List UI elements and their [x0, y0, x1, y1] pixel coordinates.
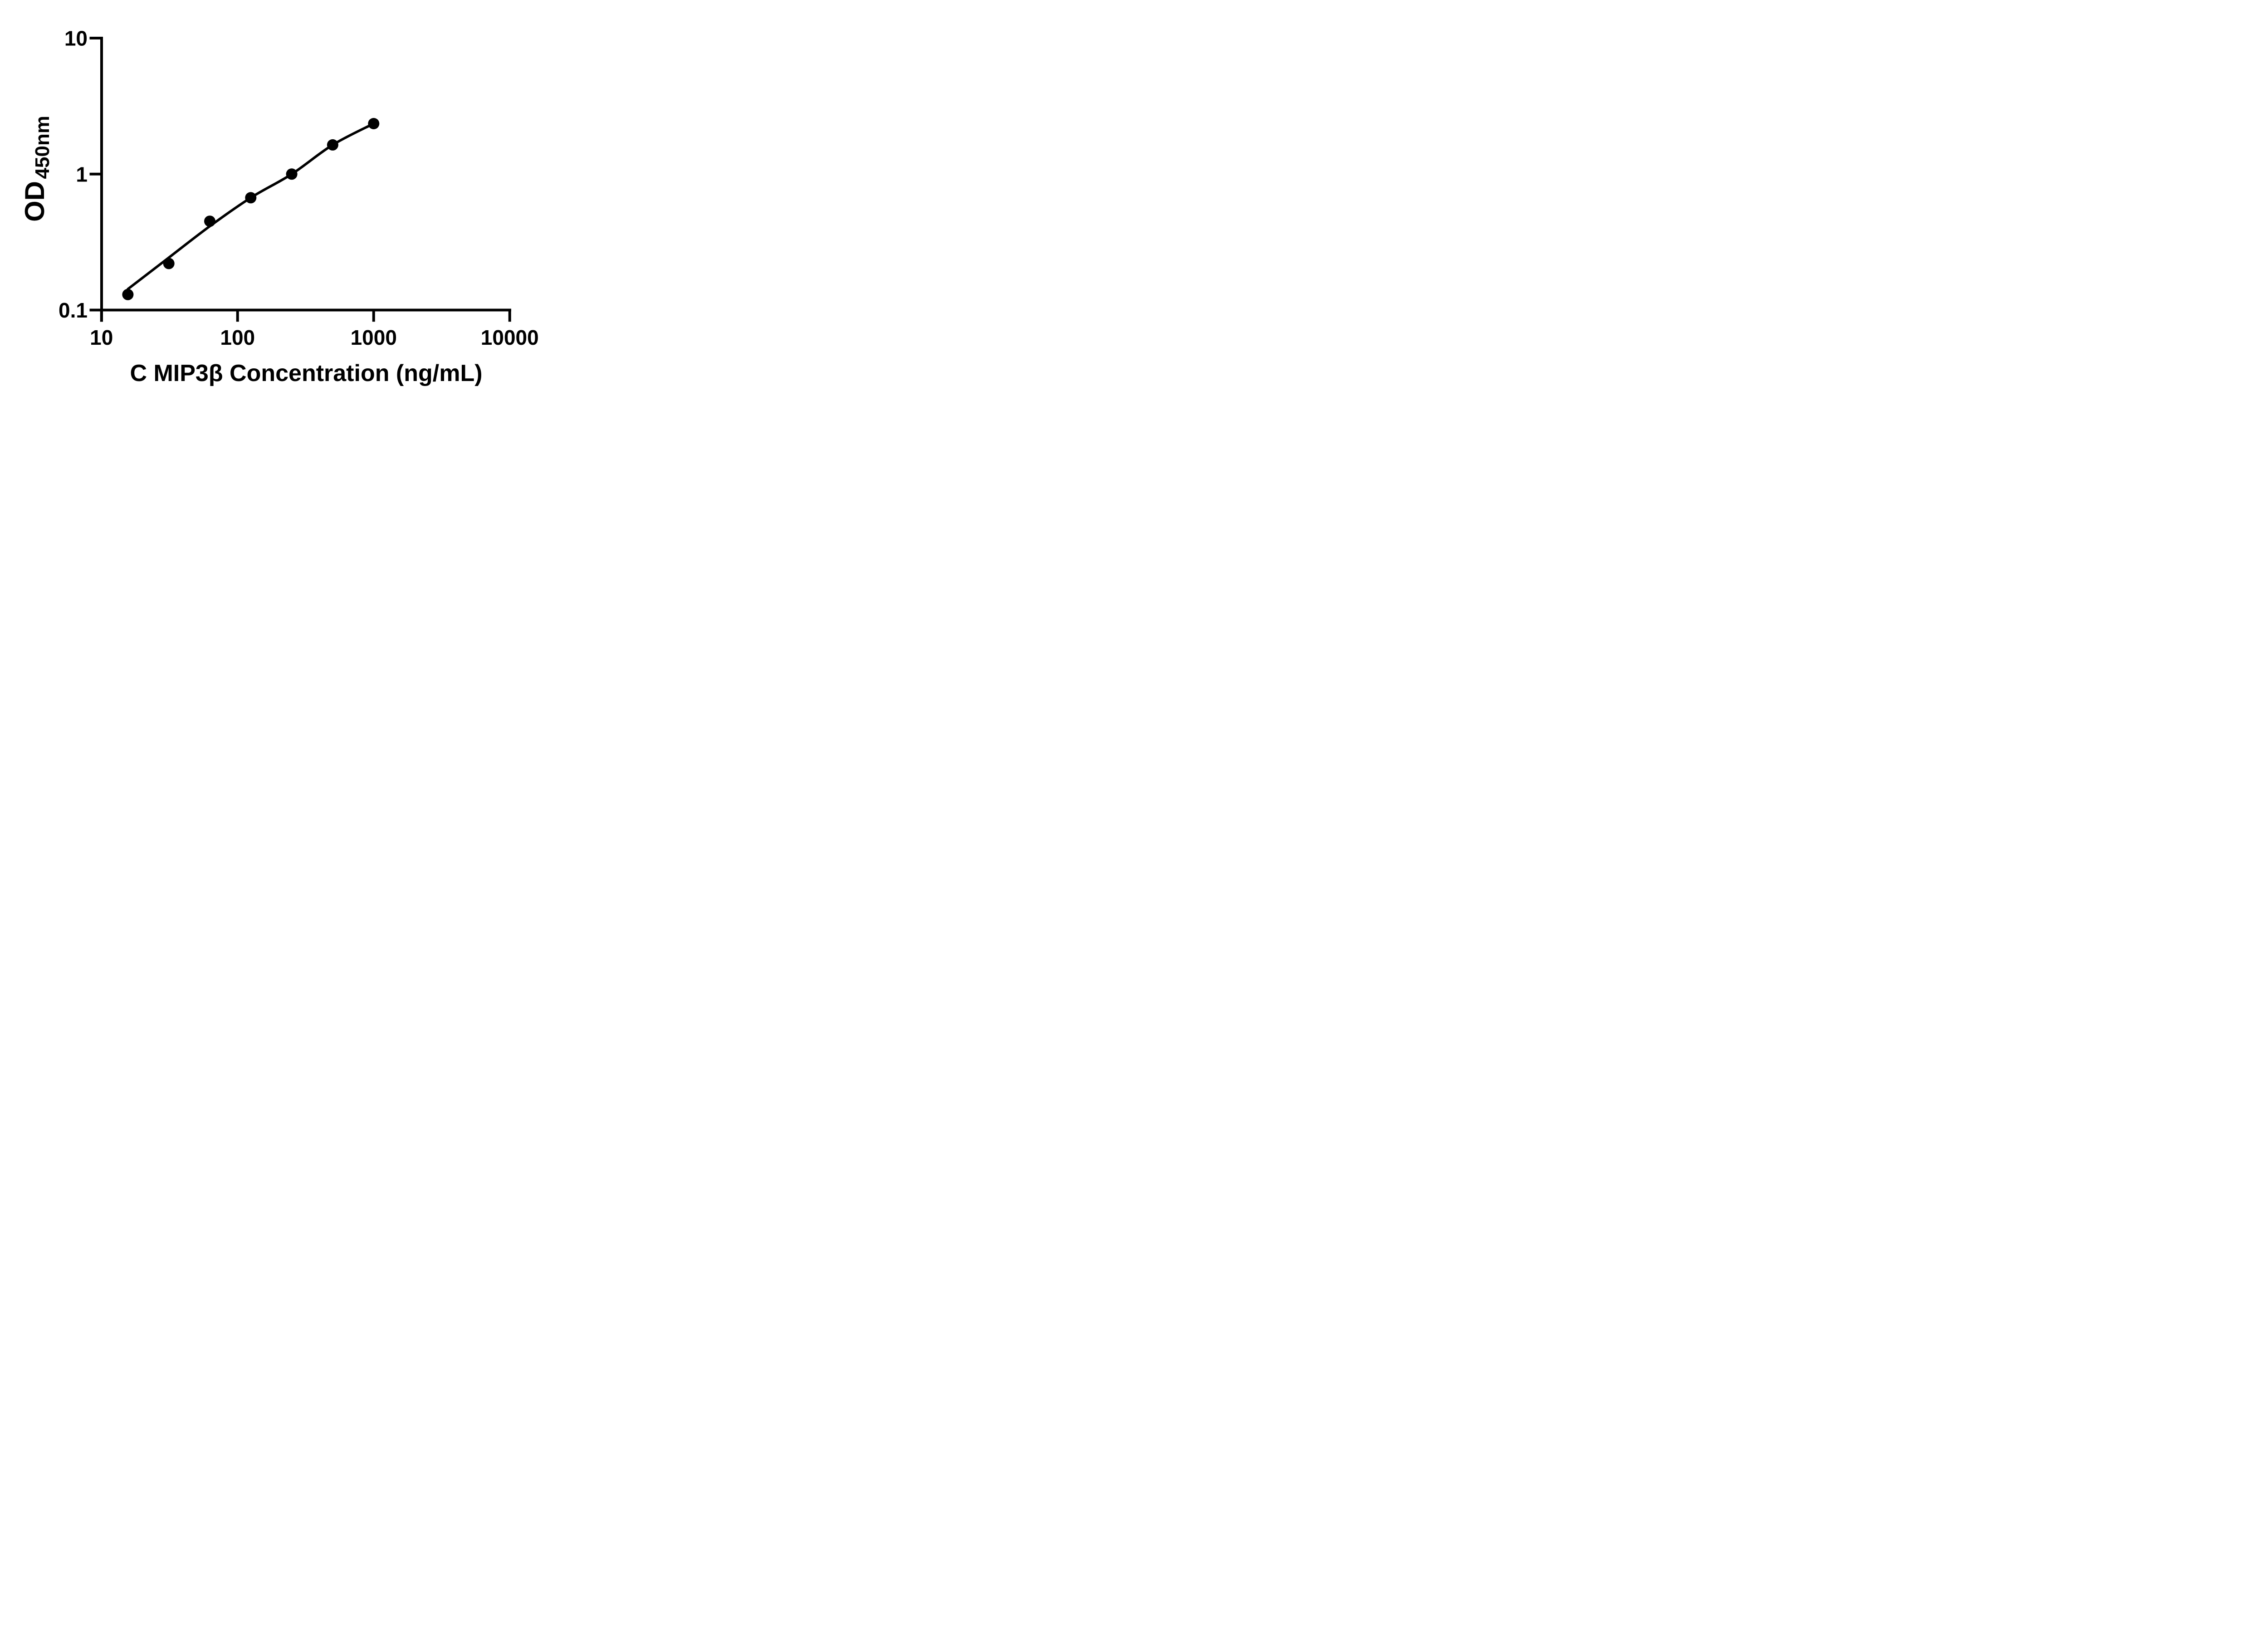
y-tick-label: 10 [64, 27, 88, 50]
x-tick-label: 100 [220, 326, 255, 349]
data-point-marker [122, 288, 134, 300]
x-tick-label: 10 [90, 326, 113, 349]
x-axis-ticks: 10 100 1000 10000 [90, 310, 539, 349]
data-point-marker [163, 258, 175, 269]
x-tick-label: 1000 [351, 326, 397, 349]
chart-canvas: 10 1 0.1 10 100 1000 10000 OD 450nm C MIP3β C… [20, 27, 539, 387]
data-point-marker [368, 118, 380, 129]
x-axis-title: C MIP3β Concentration (ng/mL) [130, 360, 482, 386]
y-axis-title-subscript: 450nm [31, 116, 54, 179]
y-axis-title-main: OD [20, 181, 50, 222]
data-points-group [122, 118, 380, 300]
y-tick-label: 1 [76, 162, 88, 186]
y-axis-ticks: 10 1 0.1 [59, 27, 100, 322]
data-point-marker [286, 168, 298, 180]
y-tick-label: 0.1 [59, 298, 88, 322]
data-point-marker [204, 215, 215, 227]
y-axis-title: OD 450nm [20, 116, 54, 222]
x-tick-label: 10000 [481, 326, 539, 349]
data-point-marker [327, 139, 338, 151]
elisa-standard-curve-figure: 10 1 0.1 10 100 1000 10000 OD 450nm C MIP3β C… [0, 0, 572, 408]
data-point-marker [245, 192, 257, 204]
